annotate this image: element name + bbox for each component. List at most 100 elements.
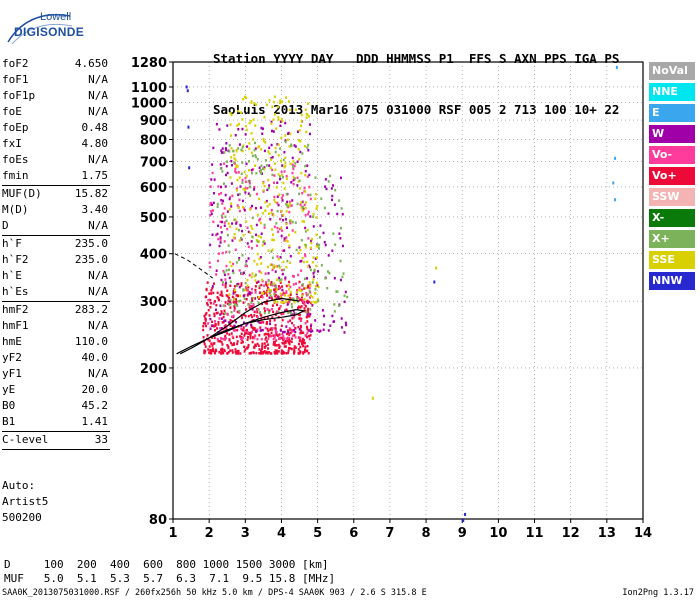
- data-point-vo: [229, 341, 232, 345]
- data-point-sse: [237, 109, 240, 113]
- data-point-w: [343, 300, 346, 304]
- data-point-x: [296, 202, 299, 206]
- lowell-digisonde-logo: Lowell DIGISONDE: [4, 6, 84, 46]
- data-point-x: [339, 226, 342, 230]
- data-point-x: [286, 259, 289, 263]
- data-point-vo: [304, 345, 307, 349]
- data-point-vo: [244, 332, 247, 335]
- data-point-vo: [255, 192, 258, 196]
- data-point-vo: [276, 201, 279, 205]
- data-point-w: [296, 184, 299, 187]
- data-point-vo: [209, 213, 212, 217]
- data-point-w: [242, 271, 245, 275]
- data-point-sse: [284, 294, 287, 297]
- data-point-sse: [317, 245, 320, 248]
- data-point-vo: [276, 303, 279, 307]
- data-point-vo: [236, 294, 239, 298]
- param-key: hmF2: [2, 303, 29, 316]
- data-point-sse: [229, 123, 232, 126]
- data-point-w: [254, 297, 257, 300]
- data-point-vo: [308, 315, 311, 318]
- data-point-sse: [245, 220, 248, 223]
- data-point-vo: [303, 307, 306, 310]
- data-point-sse: [242, 234, 245, 237]
- data-point-vo: [281, 268, 284, 272]
- data-point-sse: [279, 101, 282, 105]
- data-point-x: [290, 311, 293, 315]
- data-point-sse: [279, 159, 282, 163]
- data-point-x: [267, 279, 270, 283]
- data-point-sse: [273, 264, 276, 267]
- data-point-vo: [286, 339, 289, 343]
- data-point-sse: [303, 298, 306, 301]
- data-point-sse: [242, 187, 245, 191]
- data-point-w: [304, 226, 307, 230]
- x-tick-label: 4: [277, 526, 286, 541]
- data-point-vo: [257, 344, 260, 348]
- data-point-x: [237, 147, 240, 150]
- param-value: 40.0: [81, 351, 109, 364]
- data-point-sse: [289, 261, 292, 265]
- data-point-vo: [207, 298, 210, 302]
- data-point-sse: [271, 233, 274, 236]
- data-point-w: [230, 159, 233, 163]
- data-point-w: [257, 320, 260, 323]
- data-point-sse: [285, 265, 288, 269]
- data-point-vo: [278, 286, 281, 290]
- data-point-vo: [219, 226, 222, 229]
- param-row-fxi: fxI 4.80: [2, 136, 110, 152]
- data-point-vo: [281, 229, 284, 232]
- data-point-x: [291, 220, 294, 224]
- data-point-vo: [289, 285, 292, 289]
- data-point-w: [309, 312, 312, 316]
- data-point-vo: [263, 316, 266, 319]
- data-point-vo: [308, 296, 311, 299]
- data-point-vo: [242, 336, 245, 340]
- data-point-vo: [288, 346, 291, 350]
- param-value: 0.48: [81, 121, 109, 134]
- data-point-sse: [274, 200, 277, 204]
- data-point-vo: [261, 302, 264, 306]
- data-point-x: [334, 243, 337, 246]
- data-point-x: [326, 286, 329, 290]
- data-point-vo: [266, 322, 269, 325]
- param-row-b0: B0 45.2: [2, 398, 110, 414]
- data-point-vo: [236, 328, 239, 332]
- y-tick-label: 1000: [131, 97, 167, 112]
- data-point-vo: [286, 301, 289, 304]
- data-point-vo: [258, 351, 261, 355]
- data-point-sse: [285, 222, 288, 226]
- isolated-point-nnw: [464, 512, 467, 516]
- data-point-sse: [250, 151, 253, 155]
- data-point-x: [324, 277, 327, 280]
- data-point-w: [255, 233, 258, 237]
- data-point-w: [276, 143, 279, 146]
- x-tick-label: 3: [241, 526, 250, 541]
- data-point-vo: [208, 292, 211, 295]
- data-point-vo: [227, 346, 230, 350]
- data-point-sse: [251, 227, 254, 231]
- x-tick-label: 5: [313, 526, 322, 541]
- data-point-x: [233, 303, 236, 306]
- data-point-sse: [256, 263, 259, 266]
- data-point-x: [341, 275, 344, 279]
- data-point-w: [212, 146, 215, 150]
- data-point-x: [290, 303, 293, 306]
- data-point-w: [217, 224, 220, 228]
- data-point-vo: [226, 295, 229, 298]
- data-point-w: [293, 144, 296, 147]
- data-point-w: [219, 241, 222, 244]
- data-point-x: [257, 301, 260, 305]
- data-point-sse: [267, 178, 270, 182]
- data-point-vo: [294, 336, 297, 339]
- data-point-vo: [206, 334, 209, 337]
- param-value: 235.0: [74, 237, 108, 250]
- data-point-sse: [315, 244, 318, 248]
- data-point-sse: [255, 239, 258, 242]
- data-point-w: [257, 280, 260, 284]
- data-point-w: [235, 320, 238, 324]
- data-point-x: [311, 281, 314, 284]
- data-point-vo: [208, 351, 211, 354]
- data-point-sse: [315, 233, 318, 236]
- data-point-sse: [268, 212, 271, 215]
